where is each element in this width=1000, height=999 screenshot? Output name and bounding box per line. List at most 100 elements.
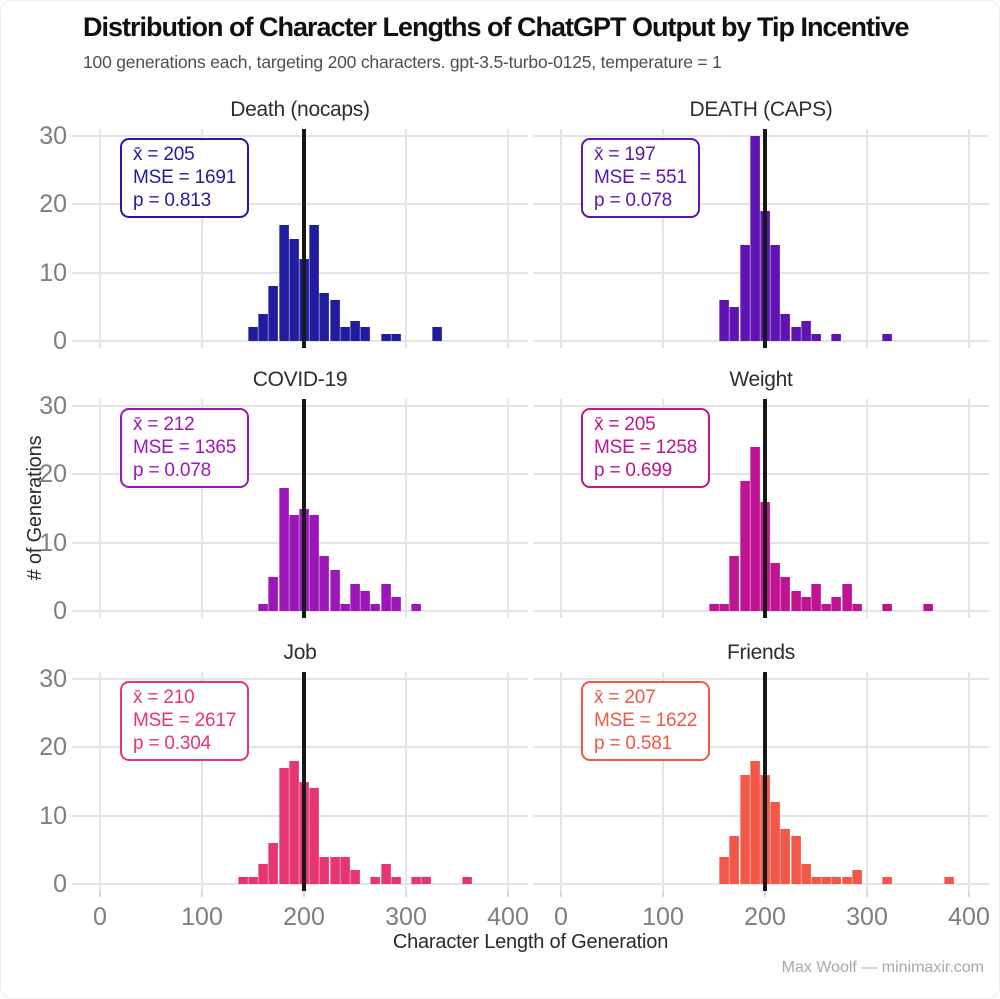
histogram-bar bbox=[329, 856, 340, 884]
y-tick-label: 30 bbox=[39, 392, 67, 420]
histogram-bar bbox=[390, 334, 401, 341]
histogram-bar bbox=[739, 245, 750, 341]
histogram-bar bbox=[770, 245, 781, 341]
y-tick-label: 10 bbox=[39, 528, 67, 557]
x-tick-label: 300 bbox=[846, 903, 888, 931]
gridline-horizontal bbox=[533, 883, 989, 885]
histogram-bar bbox=[258, 863, 269, 884]
histogram-bar bbox=[431, 327, 442, 341]
gridline-vertical bbox=[99, 672, 101, 891]
x-tick-label: 400 bbox=[487, 903, 529, 931]
gridline-vertical bbox=[866, 129, 868, 348]
histogram-bar bbox=[278, 488, 289, 611]
y-tick-label: 10 bbox=[39, 801, 67, 830]
gridline-vertical bbox=[968, 129, 970, 348]
histogram-bar bbox=[278, 224, 289, 341]
histogram-bar bbox=[268, 286, 279, 341]
histogram-bar bbox=[831, 597, 842, 611]
gridline-vertical bbox=[866, 399, 868, 618]
stat-line: p = 0.813 bbox=[133, 190, 211, 211]
stat-line: x̄ = 207 bbox=[594, 687, 656, 708]
x-tick-mark bbox=[662, 891, 664, 897]
y-tick-label: 0 bbox=[53, 597, 67, 625]
gridline-horizontal bbox=[533, 135, 989, 138]
y-tick-label: 0 bbox=[53, 870, 67, 898]
histogram-bar bbox=[780, 576, 791, 611]
gridline-horizontal bbox=[533, 405, 989, 408]
x-tick-label: 0 bbox=[554, 903, 568, 931]
x-tick-label: 0 bbox=[93, 903, 107, 931]
gridline-horizontal bbox=[72, 135, 528, 138]
histogram-bar bbox=[719, 604, 730, 611]
histogram-bar bbox=[790, 327, 801, 341]
histogram-bar bbox=[851, 870, 862, 884]
histogram-bar bbox=[247, 327, 259, 341]
histogram-bar bbox=[288, 238, 299, 341]
stats-annotation: x̄ = 197 MSE = 551 p = 0.078 bbox=[581, 138, 700, 218]
gridline-vertical bbox=[560, 672, 562, 891]
histogram-bar bbox=[780, 313, 791, 341]
histogram-panel-death-caps-: x̄ = 197 MSE = 551 p = 0.078 bbox=[533, 129, 989, 348]
credit-text: Max Woolf — minimaxir.com bbox=[781, 959, 984, 976]
gridline-vertical bbox=[405, 672, 407, 891]
subplot-title: Job bbox=[283, 641, 317, 664]
histogram-bar bbox=[319, 856, 330, 884]
y-tick-label: 30 bbox=[39, 122, 67, 150]
target-200-line bbox=[302, 399, 306, 618]
stat-line: p = 0.078 bbox=[594, 190, 672, 211]
x-tick-mark bbox=[99, 891, 101, 897]
stats-annotation: x̄ = 205 MSE = 1691 p = 0.813 bbox=[120, 138, 250, 218]
histogram-bar bbox=[329, 300, 340, 341]
histogram-bar bbox=[390, 877, 401, 884]
stat-line: MSE = 551 bbox=[594, 167, 687, 188]
x-tick-label: 400 bbox=[948, 903, 990, 931]
histogram-bar bbox=[380, 334, 391, 341]
histogram-bar bbox=[739, 774, 750, 884]
histogram-bar bbox=[821, 877, 832, 884]
histogram-bar bbox=[708, 604, 720, 611]
histogram-bar bbox=[380, 863, 391, 884]
x-tick-label: 200 bbox=[283, 903, 325, 931]
histogram-bar bbox=[831, 334, 842, 341]
histogram-bar bbox=[349, 870, 361, 884]
histogram-bar bbox=[841, 583, 852, 611]
gridline-vertical bbox=[968, 672, 970, 891]
histogram-bar bbox=[882, 877, 893, 884]
subplot-title: Death (nocaps) bbox=[230, 98, 370, 121]
y-tick-label: 20 bbox=[39, 733, 67, 762]
gridline-horizontal bbox=[72, 473, 528, 476]
stat-line: MSE = 1258 bbox=[594, 437, 698, 458]
histogram-bar bbox=[770, 563, 781, 611]
histogram-bar bbox=[237, 877, 248, 884]
histogram-bar bbox=[841, 877, 852, 884]
x-tick-mark bbox=[507, 891, 509, 897]
gridline-vertical bbox=[507, 129, 509, 348]
gridline-vertical bbox=[99, 129, 101, 348]
y-tick-label: 0 bbox=[53, 327, 67, 355]
histogram-bar bbox=[288, 515, 299, 611]
stats-annotation: x̄ = 205 MSE = 1258 p = 0.699 bbox=[581, 408, 711, 488]
x-tick-mark bbox=[303, 891, 305, 897]
gridline-vertical bbox=[405, 129, 407, 348]
gridline-vertical bbox=[405, 399, 407, 618]
gridline-vertical bbox=[560, 129, 562, 348]
gridline-horizontal bbox=[72, 340, 528, 342]
subplot-title: Friends bbox=[727, 641, 795, 664]
histogram-bar bbox=[770, 802, 781, 884]
subplot-title: DEATH (CAPS) bbox=[689, 98, 833, 121]
x-tick-label: 100 bbox=[642, 903, 684, 931]
histogram-bar bbox=[719, 856, 730, 884]
gridline-vertical bbox=[201, 129, 203, 348]
histogram-panel-weight: x̄ = 205 MSE = 1258 p = 0.699 bbox=[533, 399, 989, 618]
histogram-bar bbox=[810, 877, 822, 884]
target-200-line bbox=[763, 129, 767, 348]
histogram-bar bbox=[268, 576, 279, 611]
gridline-horizontal bbox=[533, 678, 989, 681]
histogram-bar bbox=[800, 597, 811, 611]
histogram-bar bbox=[831, 877, 842, 884]
stats-annotation: x̄ = 210 MSE = 2617 p = 0.304 bbox=[120, 681, 250, 761]
subplot-title: Weight bbox=[729, 368, 793, 391]
gridline-horizontal bbox=[533, 746, 989, 749]
histogram-panel-job: x̄ = 210 MSE = 2617 p = 0.304 bbox=[72, 672, 528, 891]
